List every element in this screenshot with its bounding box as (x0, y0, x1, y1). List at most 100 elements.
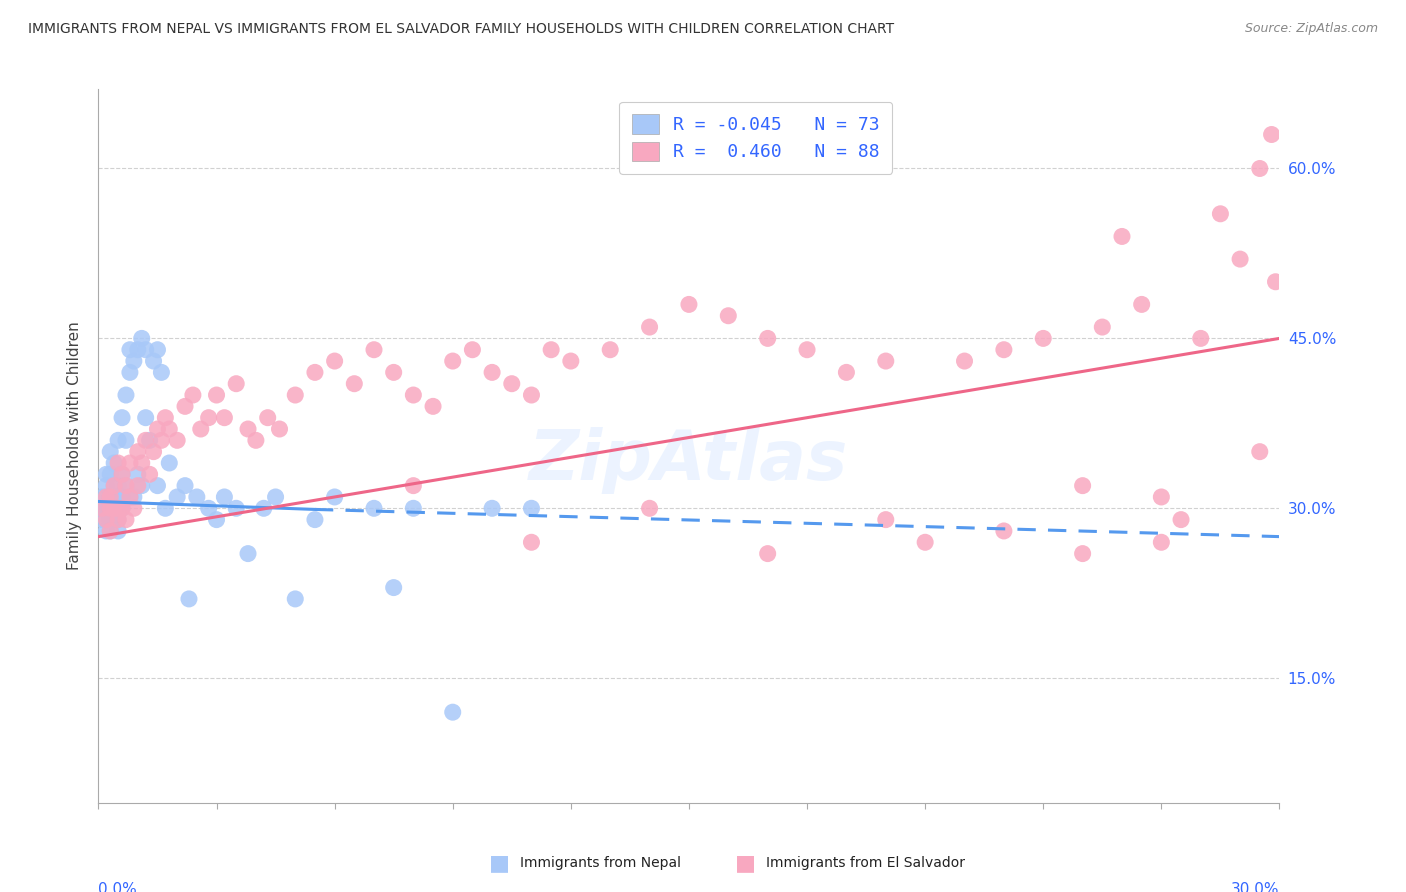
Y-axis label: Family Households with Children: Family Households with Children (67, 322, 83, 570)
Point (382, 581, 405, 595)
Point (96, 467, 118, 482)
Point (118, 456, 141, 470)
Point (402, 478, 425, 492)
Point (166, 434, 188, 448)
Point (96, 513, 118, 527)
Point (1264, 275, 1286, 289)
Point (269, 422, 291, 436)
Point (205, 388, 228, 402)
Point (107, 501, 129, 516)
Point (402, 501, 425, 516)
Point (225, 501, 247, 516)
Text: ■: ■ (735, 854, 755, 873)
Point (441, 354, 464, 368)
Point (103, 490, 125, 504)
Text: ■: ■ (489, 854, 509, 873)
Point (796, 343, 818, 357)
Point (678, 297, 700, 311)
Text: 0.0%: 0.0% (98, 882, 138, 892)
Point (225, 376, 247, 391)
Point (103, 501, 125, 516)
Point (111, 501, 134, 516)
Point (91, 501, 114, 516)
Point (756, 331, 779, 345)
Point (520, 388, 543, 402)
Point (236, 422, 259, 436)
Text: IMMIGRANTS FROM NEPAL VS IMMIGRANTS FROM EL SALVADOR FAMILY HOUSEHOLDS WITH CHIL: IMMIGRANTS FROM NEPAL VS IMMIGRANTS FROM… (28, 22, 894, 37)
Point (174, 478, 197, 492)
Point (115, 478, 138, 492)
Point (155, 410, 177, 425)
Point (111, 501, 134, 516)
Point (155, 501, 177, 516)
Point (402, 388, 425, 402)
Point (1249, 444, 1271, 458)
Point (91, 490, 114, 504)
Point (118, 365, 141, 379)
Point (157, 422, 180, 436)
Point (481, 501, 503, 516)
Point (142, 354, 165, 368)
Point (98, 467, 121, 482)
Point (138, 467, 160, 482)
Point (98, 524, 121, 538)
Point (190, 422, 212, 436)
Point (481, 365, 503, 379)
Point (146, 422, 169, 436)
Point (122, 354, 145, 368)
Point (363, 501, 385, 516)
Point (501, 376, 523, 391)
Point (91, 513, 114, 527)
Point (1150, 490, 1173, 504)
Point (98, 513, 121, 527)
Point (177, 591, 200, 606)
Point (245, 434, 267, 448)
Point (638, 320, 661, 334)
Point (993, 524, 1015, 538)
Point (304, 513, 326, 527)
Point (835, 365, 858, 379)
Point (304, 365, 326, 379)
Point (1130, 297, 1153, 311)
Point (135, 343, 157, 357)
Point (111, 467, 134, 482)
Point (131, 456, 153, 470)
Point (103, 456, 125, 470)
Point (1032, 331, 1054, 345)
Point (1209, 207, 1232, 221)
Point (150, 365, 173, 379)
Point (111, 410, 134, 425)
Point (115, 388, 138, 402)
Point (914, 535, 936, 549)
Point (422, 400, 444, 414)
Point (107, 513, 129, 527)
Point (122, 501, 145, 516)
Point (127, 343, 149, 357)
Point (1260, 128, 1282, 142)
Point (107, 434, 129, 448)
Text: Immigrants from El Salvador: Immigrants from El Salvador (766, 856, 966, 871)
Point (253, 501, 276, 516)
Text: ZipAtlas: ZipAtlas (529, 426, 849, 494)
Point (520, 501, 543, 516)
Point (166, 490, 188, 504)
Point (205, 513, 228, 527)
Point (107, 490, 129, 504)
Point (96, 513, 118, 527)
Point (197, 410, 219, 425)
Point (284, 388, 307, 402)
Point (1249, 161, 1271, 176)
Point (98, 501, 121, 516)
Point (157, 456, 180, 470)
Point (103, 478, 125, 492)
Text: Source: ZipAtlas.com: Source: ZipAtlas.com (1244, 22, 1378, 36)
Point (382, 365, 405, 379)
Point (756, 547, 779, 561)
Point (135, 434, 157, 448)
Point (236, 547, 259, 561)
Point (181, 388, 204, 402)
Point (142, 444, 165, 458)
Point (875, 513, 897, 527)
Point (103, 478, 125, 492)
Point (96, 490, 118, 504)
